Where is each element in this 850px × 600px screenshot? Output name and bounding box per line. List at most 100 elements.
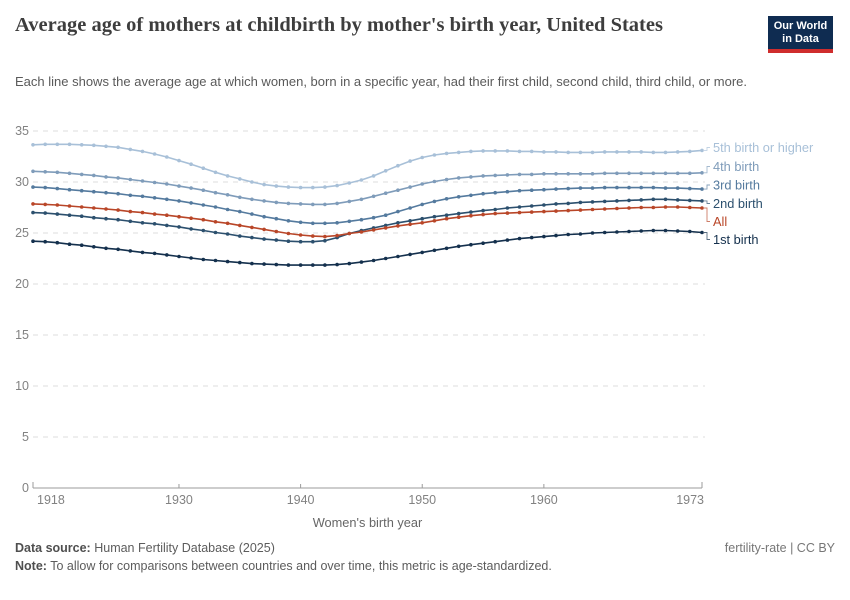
data-point — [262, 262, 266, 266]
data-point — [566, 208, 570, 213]
data-point — [663, 197, 668, 202]
legend-label-4th-birth[interactable]: 4th birth — [713, 159, 759, 174]
axis-label-x-1930: 1930 — [165, 493, 193, 507]
legend-label-all[interactable]: All — [713, 214, 727, 229]
data-point — [529, 235, 534, 240]
data-point — [225, 259, 230, 264]
data-point — [323, 238, 327, 243]
data-point — [627, 185, 631, 190]
data-point — [578, 208, 583, 212]
data-point — [286, 219, 291, 223]
data-point — [517, 149, 522, 154]
data-point — [469, 149, 473, 154]
data-point — [298, 239, 303, 244]
data-point — [43, 170, 47, 174]
data-point — [432, 199, 437, 204]
data-point — [456, 195, 461, 199]
axis-label-y-15: 15 — [15, 328, 29, 342]
data-point — [639, 229, 643, 233]
axis-label-y-20: 20 — [15, 277, 29, 291]
license-link[interactable]: fertility-rate | CC BY — [724, 541, 835, 555]
data-point — [55, 203, 60, 207]
data-point — [238, 260, 242, 265]
legend-label-1st-birth[interactable]: 1st birth — [713, 232, 759, 247]
data-point — [627, 198, 631, 203]
data-point — [663, 228, 668, 233]
data-point — [602, 199, 607, 204]
legend-label-5th-birth-or-higher[interactable]: 5th birth or higher — [713, 140, 814, 155]
data-point — [396, 254, 400, 259]
legend-label-2nd-birth[interactable]: 2nd birth — [713, 196, 763, 211]
data-point — [359, 230, 364, 234]
data-point — [31, 185, 35, 189]
data-point — [31, 169, 35, 174]
legend-connector-all — [704, 207, 710, 222]
data-point — [274, 184, 279, 188]
data-point — [456, 244, 461, 249]
data-point — [262, 182, 266, 187]
data-point — [493, 173, 498, 178]
axis-label-x-1973: 1973 — [676, 493, 704, 507]
data-point — [651, 185, 656, 190]
data-point — [566, 186, 570, 191]
data-point — [602, 230, 607, 235]
data-point — [79, 205, 84, 209]
data-point — [67, 204, 72, 208]
series-line-all[interactable] — [31, 202, 704, 239]
data-point — [675, 150, 680, 154]
data-point — [225, 193, 230, 197]
series-line-5th-birth-or-higher[interactable] — [31, 142, 704, 190]
legend-label-3rd-birth[interactable]: 3rd birth — [713, 177, 760, 192]
data-point — [152, 180, 157, 185]
data-point — [104, 216, 108, 221]
data-point — [213, 205, 218, 209]
data-point — [578, 150, 583, 155]
data-point — [116, 247, 120, 252]
data-point — [542, 172, 546, 176]
data-point — [651, 150, 656, 155]
data-point — [383, 256, 388, 261]
data-point — [517, 236, 522, 241]
data-point — [298, 233, 303, 237]
data-point — [432, 248, 437, 253]
data-point — [262, 214, 266, 219]
series-line-1st-birth[interactable] — [31, 228, 704, 267]
data-point — [481, 212, 485, 217]
owid-logo[interactable]: Our World in Data — [768, 16, 833, 53]
data-point — [347, 261, 352, 266]
data-point — [298, 202, 303, 206]
data-point — [323, 221, 327, 226]
data-point — [688, 205, 692, 210]
data-point — [627, 150, 631, 154]
data-point — [201, 217, 206, 222]
data-point — [615, 171, 619, 176]
data-point — [67, 242, 72, 246]
data-point — [140, 250, 145, 255]
data-point — [383, 223, 388, 228]
data-point — [590, 207, 595, 212]
data-point — [615, 206, 619, 211]
data-point — [542, 203, 546, 207]
data-point — [286, 201, 291, 206]
data-point — [700, 148, 704, 153]
data-point — [542, 209, 546, 214]
axis-label-x-1960: 1960 — [530, 493, 558, 507]
data-point — [274, 216, 279, 221]
chart-footer: Data source: Human Fertility Database (2… — [15, 541, 835, 573]
data-point — [116, 208, 120, 212]
series-line-3rd-birth[interactable] — [31, 185, 704, 226]
series-line-2nd-birth[interactable] — [31, 197, 704, 244]
data-point — [213, 220, 218, 224]
data-point — [79, 243, 84, 247]
data-point — [359, 197, 364, 202]
data-point — [250, 212, 254, 216]
note-value: To allow for comparisons between countri… — [50, 559, 552, 573]
data-point — [79, 143, 84, 147]
data-point — [517, 205, 522, 209]
data-point — [371, 258, 376, 263]
data-point — [602, 150, 607, 154]
data-point — [688, 149, 692, 154]
series-line-4th-birth[interactable] — [31, 169, 704, 207]
data-point — [432, 214, 437, 219]
axis-label-x-1918: 1918 — [37, 493, 65, 507]
